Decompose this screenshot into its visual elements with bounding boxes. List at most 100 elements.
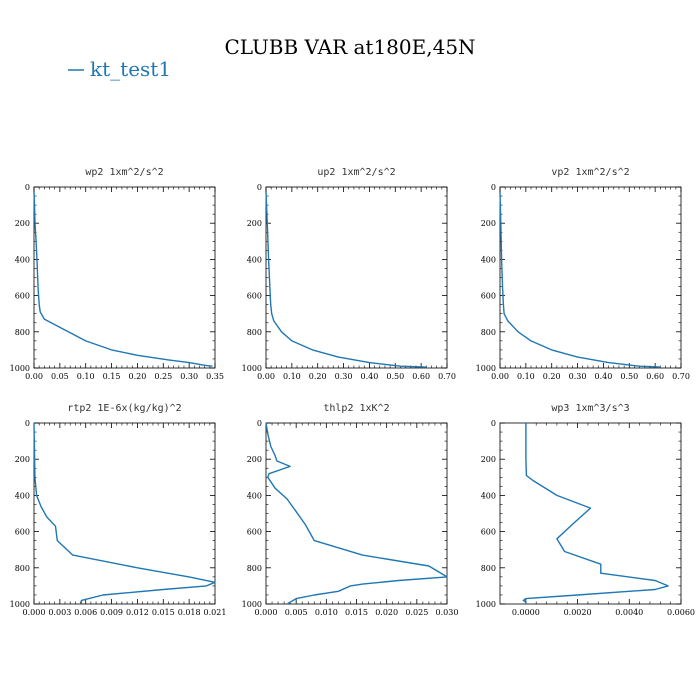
x-tick-label: 0.50: [386, 372, 404, 381]
x-tick-label: 0.50: [620, 372, 638, 381]
x-tick-label: 0.30: [180, 372, 198, 381]
y-tick-label: 400: [481, 491, 496, 500]
y-tick-label: 200: [247, 219, 262, 228]
x-tick-label: 0.0040: [615, 608, 643, 617]
subplot-3: vp2 1xm^2/s^2 0.00 0.10 0.20 0.30 0.40 0.50 0.6…: [476, 167, 690, 381]
x-tick-label: 0.20: [129, 372, 147, 381]
y-tick-label: 0: [25, 419, 30, 428]
x-tick-label: 0.00: [257, 372, 275, 381]
x-tick-label: 0.005: [285, 608, 308, 617]
y-tick-label: 800: [15, 328, 30, 337]
x-tick-label: 0.10: [77, 372, 95, 381]
series-line: [33, 422, 216, 604]
subplot-2: up2 1xm^2/s^2 0.00 0.10 0.20 0.30 0.40 0.50 0.6…: [242, 167, 456, 381]
subplot-title: rtp2 1E-6x(kg/kg)^2: [67, 403, 181, 414]
y-tick-label: 200: [15, 455, 30, 464]
x-tick-label: 0.020: [375, 608, 398, 617]
y-tick-label: 400: [247, 491, 262, 500]
subplot-grid: wp2 1xm^2/s^2 0.00 0.05 0.10 0.15 0.20 0.25 0.3…: [10, 167, 695, 617]
y-tick-label: 1000: [476, 600, 496, 609]
x-tick-label: 0.60: [646, 372, 664, 381]
x-tick-label: 0.20: [309, 372, 327, 381]
x-tick-label: 0.70: [438, 372, 456, 381]
subplot-6: wp3 1xm^3/s^3 0.0000 0.0020 0.0040 0.0060 0 20…: [476, 403, 695, 617]
x-tick-label: 0.015: [345, 608, 368, 617]
y-tick-label: 400: [15, 255, 30, 264]
subplot-title: up2 1xm^2/s^2: [317, 167, 395, 178]
y-tick-label: 200: [481, 455, 496, 464]
x-tick-label: 0.70: [672, 372, 690, 381]
y-tick-label: 400: [15, 491, 30, 500]
y-tick-label: 0: [491, 419, 496, 428]
x-tick-label: 0.30: [569, 372, 587, 381]
x-tick-label: 0.30: [335, 372, 353, 381]
subplot-1: wp2 1xm^2/s^2 0.00 0.05 0.10 0.15 0.20 0.25 0.3…: [10, 167, 224, 381]
x-tick-label: 0.15: [103, 372, 121, 381]
y-tick-label: 200: [481, 219, 496, 228]
x-tick-label: 0.40: [361, 372, 379, 381]
y-tick-label: 600: [481, 528, 496, 537]
series-line: [522, 423, 669, 604]
y-tick-label: 400: [481, 255, 496, 264]
y-tick-label: 0: [25, 183, 30, 192]
x-tick-label: 0.40: [595, 372, 613, 381]
series-line: [265, 422, 448, 605]
series-line: [33, 192, 213, 367]
x-tick-label: 0.0060: [667, 608, 695, 617]
x-tick-label: 0.35: [206, 372, 224, 381]
subplot-title: wp2 1xm^2/s^2: [85, 167, 163, 178]
x-tick-label: 0.025: [405, 608, 428, 617]
y-tick-label: 800: [247, 328, 262, 337]
x-tick-label: 0.006: [74, 608, 97, 617]
subplot-title: vp2 1xm^2/s^2: [551, 167, 629, 178]
y-tick-label: 600: [15, 528, 30, 537]
x-tick-label: 0.0000: [512, 608, 540, 617]
y-tick-label: 1000: [10, 600, 30, 609]
x-tick-label: 0.05: [51, 372, 69, 381]
y-tick-label: 0: [257, 419, 262, 428]
subplot-title: wp3 1xm^3/s^3: [551, 403, 629, 414]
legend: kt_test1: [68, 57, 171, 81]
y-tick-label: 1000: [242, 364, 262, 373]
y-tick-label: 800: [481, 328, 496, 337]
y-tick-label: 1000: [10, 364, 30, 373]
x-tick-label: 0.25: [154, 372, 172, 381]
y-tick-label: 1000: [476, 364, 496, 373]
x-tick-label: 0.00: [491, 372, 509, 381]
x-tick-label: 0.20: [543, 372, 561, 381]
x-tick-label: 0.000: [255, 608, 278, 617]
y-tick-label: 0: [257, 183, 262, 192]
subplot-4: rtp2 1E-6x(kg/kg)^20.000 0.003 0.006 0.009 0…: [10, 403, 227, 617]
x-tick-label: 0.0020: [564, 608, 592, 617]
subplot-title: thlp2 1xK^2: [323, 403, 389, 414]
y-tick-label: 600: [247, 292, 262, 301]
x-tick-label: 0.021: [204, 608, 227, 617]
x-tick-label: 0.010: [315, 608, 338, 617]
x-tick-label: 0.10: [517, 372, 535, 381]
plot-frame: [33, 186, 216, 369]
x-tick-label: 0.009: [100, 608, 123, 617]
y-tick-label: 600: [481, 292, 496, 301]
y-tick-label: 600: [15, 292, 30, 301]
y-tick-label: 800: [15, 564, 30, 573]
series-line: [499, 192, 661, 368]
y-tick-label: 200: [15, 219, 30, 228]
y-tick-label: 200: [247, 455, 262, 464]
x-tick-label: 0.015: [152, 608, 175, 617]
figure-title: CLUBB VAR at180E,45N: [224, 35, 475, 59]
y-tick-label: 0: [491, 183, 496, 192]
x-tick-label: 0.003: [48, 608, 71, 617]
x-tick-label: 0.000: [23, 608, 46, 617]
series-line: [265, 192, 427, 368]
y-tick-label: 800: [481, 564, 496, 573]
y-tick-label: 600: [247, 528, 262, 537]
plot-frame: [265, 422, 448, 605]
x-tick-label: 0.00: [25, 372, 43, 381]
plot-frame: [499, 422, 682, 605]
legend-label: kt_test1: [90, 57, 171, 81]
y-tick-label: 800: [247, 564, 262, 573]
x-tick-label: 0.030: [436, 608, 459, 617]
x-tick-label: 0.012: [126, 608, 149, 617]
y-tick-label: 1000: [242, 600, 262, 609]
